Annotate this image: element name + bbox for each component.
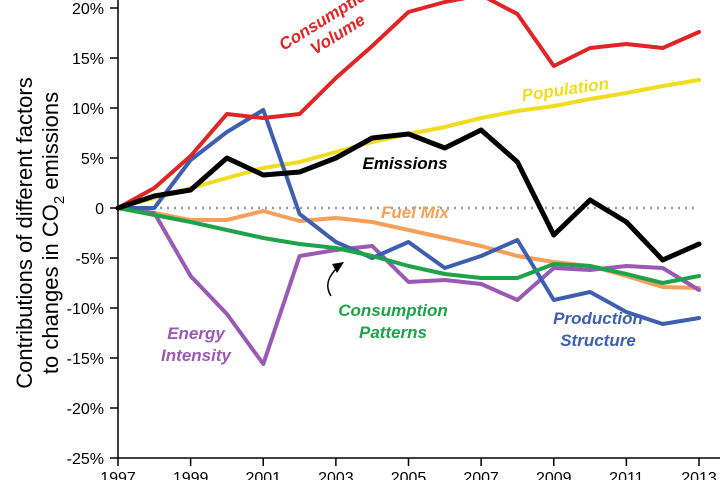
x-tick-label: 1997 bbox=[100, 470, 136, 480]
y-tick-label: -20% bbox=[67, 401, 104, 418]
emissions-label: Emissions bbox=[362, 154, 447, 173]
x-tick-label: 1999 bbox=[173, 470, 209, 480]
x-tick-label: 2011 bbox=[609, 470, 644, 480]
fuel-mix-label-line: Fuel Mix bbox=[381, 203, 451, 222]
emissions-label-line: Emissions bbox=[362, 154, 447, 173]
energy-intensity-label-line: Intensity bbox=[161, 346, 232, 365]
y-axis-label-prefix: to changes in CO bbox=[38, 204, 63, 374]
y-tick-label: 5% bbox=[81, 151, 104, 168]
energy-intensity-label-line: Energy bbox=[167, 324, 226, 343]
y-tick-label: -15% bbox=[67, 351, 104, 368]
y-tick-label: 0 bbox=[95, 201, 104, 218]
energy-intensity-label: Energy Intensity bbox=[161, 324, 232, 365]
y-tick-label: -5% bbox=[76, 251, 104, 268]
y-tick-label: 20% bbox=[72, 1, 104, 18]
y-tick-label: -10% bbox=[67, 301, 104, 318]
population-line bbox=[116, 78, 701, 210]
x-tick-label: 2005 bbox=[391, 470, 427, 480]
consumption-patterns-line bbox=[116, 206, 701, 285]
y-tick-label: -25% bbox=[67, 451, 104, 468]
consumption-volume-label: ConsumptionVolume bbox=[276, 0, 390, 71]
production-structure-line bbox=[116, 108, 701, 326]
x-tick-label: 2003 bbox=[318, 470, 354, 480]
population-label-line: Population bbox=[520, 74, 610, 105]
production-structure-label-line: Production bbox=[553, 309, 643, 328]
fuel-mix-label: Fuel Mix bbox=[381, 203, 451, 222]
y-tick-label: 10% bbox=[72, 101, 104, 118]
annotation-arrowhead bbox=[332, 262, 344, 273]
consumption-volume-line bbox=[116, 0, 701, 210]
y-axis-label-subscript: 2 bbox=[51, 196, 68, 204]
consumption-patterns-label: Consumption Patterns bbox=[338, 301, 448, 342]
production-structure-label: Production Structure bbox=[553, 309, 643, 350]
consumption-patterns-label-line: Consumption bbox=[338, 301, 448, 320]
consumption-patterns-label-line: Patterns bbox=[359, 323, 427, 342]
x-tick-label: 2001 bbox=[245, 470, 281, 480]
production-structure-label-line: Structure bbox=[560, 331, 636, 350]
y-tick-label: 15% bbox=[72, 51, 104, 68]
x-tick-label: 2009 bbox=[536, 470, 572, 480]
x-tick-label: 2007 bbox=[463, 470, 499, 480]
y-axis-label-line1: Contributions of different factors bbox=[12, 77, 37, 388]
population-label: Population bbox=[520, 74, 610, 105]
y-axis-label-line2: to changes in CO2 emissions bbox=[38, 92, 68, 374]
emissions-line bbox=[115, 127, 702, 263]
y-axis-label-suffix: emissions bbox=[38, 92, 63, 196]
x-tick-label: 2013 bbox=[681, 470, 717, 480]
